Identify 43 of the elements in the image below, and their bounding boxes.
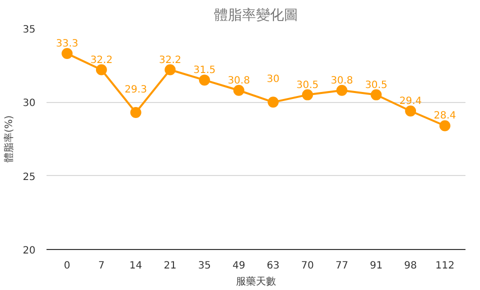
data-label: 30 [266, 74, 280, 86]
point [405, 106, 416, 116]
x-tick-label: 14 [129, 260, 142, 272]
y-tick-label: 20 [22, 246, 36, 256]
x-tick-label: 112 [435, 260, 454, 272]
x-tick-label: 7 [98, 260, 105, 272]
point [130, 106, 142, 118]
x-tick-label: 98 [404, 260, 417, 272]
data-label: 30.8 [330, 75, 353, 86]
point [233, 84, 244, 96]
y-tick-label: 35 [22, 24, 36, 36]
point [439, 120, 450, 132]
data-label: 33.3 [56, 38, 78, 50]
point [268, 96, 279, 108]
data-label: 29.3 [124, 84, 147, 96]
point [370, 89, 382, 100]
point [62, 48, 73, 60]
x-tick-label: 0 [64, 260, 70, 272]
x-axis-title: 服藥天數 [236, 276, 276, 288]
x-tick-label: 91 [370, 260, 383, 272]
x-tick-label: 21 [164, 260, 177, 272]
point [164, 64, 176, 76]
x-tick-label: 35 [198, 260, 211, 272]
x-tick-label: 49 [232, 260, 246, 272]
y-tick-label: 25 [22, 172, 36, 183]
point [302, 89, 314, 100]
point [96, 64, 107, 76]
data-label: 30.5 [296, 80, 319, 91]
point [336, 84, 348, 96]
point [198, 74, 210, 86]
y-tick-label: 30 [22, 98, 36, 110]
data-label: 32.2 [159, 54, 182, 66]
data-label: 29.4 [399, 96, 422, 108]
data-label: 28.4 [434, 110, 456, 122]
x-tick-label: 77 [336, 260, 348, 272]
data-label: 31.5 [193, 65, 216, 76]
chart-title: 體脂率變化圖 [214, 8, 298, 24]
data-label: 30.8 [228, 75, 250, 86]
data-label: 32.2 [90, 54, 113, 66]
x-tick-label: 70 [301, 260, 314, 272]
data-label: 30.5 [365, 80, 388, 91]
y-axis-title: 體脂率(%) [2, 115, 15, 163]
x-tick-label: 63 [266, 260, 280, 272]
